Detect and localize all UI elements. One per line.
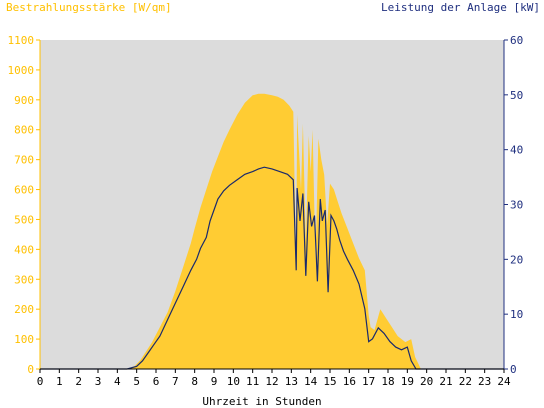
x-tick-label: 4 [114, 375, 121, 388]
x-tick-label: 17 [362, 375, 375, 388]
x-tick-label: 11 [246, 375, 259, 388]
x-tick-label: 2 [75, 375, 82, 388]
x-tick-label: 21 [439, 375, 452, 388]
x-tick-label: 13 [285, 375, 298, 388]
x-tick-label: 8 [191, 375, 198, 388]
right-tick-label: 50 [510, 89, 523, 102]
left-tick-label: 200 [14, 303, 34, 316]
right-axis-title: Leistung der Anlage [kW] [381, 1, 540, 14]
irradiance-area [40, 93, 504, 370]
right-tick-label: 10 [510, 308, 523, 321]
x-tick-label: 23 [478, 375, 491, 388]
axes-layer: 0100200300400500600700800900100011000102… [8, 34, 524, 388]
x-tick-label: 3 [95, 375, 102, 388]
right-tick-label: 60 [510, 34, 523, 47]
x-tick-label: 14 [304, 375, 318, 388]
x-tick-label: 16 [343, 375, 356, 388]
right-tick-label: 20 [510, 253, 523, 266]
x-tick-label: 15 [323, 375, 336, 388]
x-axis-title: Uhrzeit in Stunden [202, 395, 321, 408]
right-tick-label: 30 [510, 199, 523, 212]
right-tick-label: 0 [510, 363, 517, 376]
left-tick-label: 700 [14, 154, 34, 167]
power-line [40, 166, 504, 370]
x-tick-label: 1 [56, 375, 63, 388]
left-tick-label: 100 [14, 333, 34, 346]
x-tick-label: 19 [401, 375, 414, 388]
left-tick-label: 300 [14, 273, 34, 286]
left-tick-label: 500 [14, 213, 34, 226]
x-tick-label: 6 [153, 375, 160, 388]
x-tick-label: 18 [381, 375, 394, 388]
x-tick-label: 10 [227, 375, 240, 388]
x-tick-label: 22 [459, 375, 472, 388]
left-tick-label: 900 [14, 94, 34, 107]
left-tick-label: 800 [14, 124, 34, 137]
x-tick-label: 20 [420, 375, 433, 388]
x-tick-label: 9 [211, 375, 218, 388]
x-tick-label: 5 [133, 375, 140, 388]
left-tick-label: 1100 [8, 34, 35, 47]
left-tick-label: 600 [14, 184, 34, 197]
x-tick-label: 12 [265, 375, 278, 388]
left-tick-label: 0 [27, 363, 34, 376]
left-tick-label: 400 [14, 243, 34, 256]
left-axis-title: Bestrahlungsstärke [W/qm] [6, 1, 172, 14]
right-tick-label: 40 [510, 144, 523, 157]
x-tick-label: 0 [37, 375, 44, 388]
x-tick-label: 24 [497, 375, 511, 388]
x-tick-label: 7 [172, 375, 179, 388]
series-layer [40, 93, 504, 370]
left-tick-label: 1000 [8, 64, 35, 77]
